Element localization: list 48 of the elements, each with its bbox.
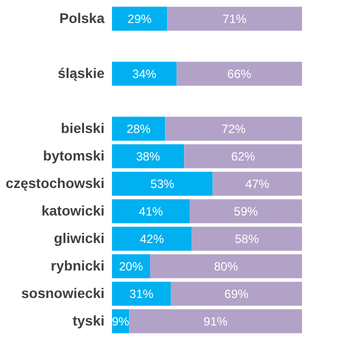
data-label: 29% [128,12,152,26]
bar [184,144,302,168]
bar [112,282,171,306]
bar [212,172,302,196]
bar [112,116,166,141]
bar [112,144,184,168]
y-tick-label: częstochowski [6,174,104,191]
bar [165,116,302,141]
y-tick-label: sosnowiecki [21,284,104,301]
bar [112,6,168,31]
bar [150,254,302,278]
y-tick-label: gliwicki [54,230,104,246]
y-tick-label: rybnicki [50,257,104,274]
y-tick-label: śląskie [58,64,105,81]
bar [192,226,302,251]
data-label: 59% [234,204,258,218]
bar [170,282,302,306]
bar [129,309,302,334]
data-label: 31% [129,286,154,301]
y-tick-label: bielski [60,120,104,136]
data-label: 28% [126,122,151,136]
bar [112,226,192,251]
data-label: 69% [224,286,249,301]
data-label: 34% [132,66,157,81]
bar [112,62,177,86]
data-label: 47% [245,176,270,191]
y-tick-label: tyski [72,312,104,328]
data-label: 42% [140,232,164,246]
y-tick-label: bytomski [43,147,104,164]
data-label: 62% [231,149,256,164]
bar [112,199,190,224]
bar [112,172,213,196]
data-label: 20% [118,259,144,274]
data-label: 58% [234,232,260,246]
data-label: 72% [222,122,246,136]
y-tick-label: katowicki [41,202,104,218]
data-label: 71% [222,12,247,26]
bar [167,6,302,31]
data-label: 91% [204,314,228,328]
data-label: 41% [138,204,164,218]
data-label: 53% [150,176,175,191]
data-label: 66% [227,66,252,81]
data-label: 9% [112,314,130,328]
y-tick-label: Polska [59,10,105,26]
bar [176,62,302,86]
data-label: 80% [214,259,238,274]
bar [190,199,302,224]
data-label: 38% [136,149,160,164]
